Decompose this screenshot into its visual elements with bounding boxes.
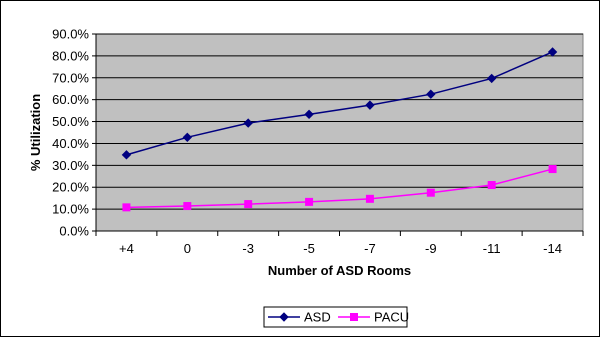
pacu-data-point: [183, 202, 192, 211]
pacu-data-point: [305, 197, 314, 206]
y-tick-label: 0.0%: [59, 224, 89, 239]
x-tick-label: -5: [303, 241, 315, 256]
y-tick-label: 90.0%: [52, 27, 89, 42]
pacu-data-point: [365, 194, 374, 203]
x-tick-label: -7: [364, 241, 376, 256]
legend-label-asd: ASD: [304, 310, 331, 325]
series-line-pacu: [126, 168, 553, 209]
series-pacu: [122, 165, 557, 212]
x-axis-title: Number of ASD Rooms: [268, 263, 411, 278]
asd-data-point: [486, 73, 497, 84]
series-line-asd: [126, 51, 553, 156]
y-tick-label: 30.0%: [52, 158, 89, 173]
y-tick-label: 20.0%: [52, 180, 89, 195]
pacu-data-point: [244, 200, 253, 209]
x-tick-label: -11: [483, 241, 501, 256]
pacu-data-point: [487, 181, 496, 190]
axes: 0.0% 10.0% 20.0% 30.0% 40.0% 50.0% 60.0% 70.0% 8…: [52, 27, 584, 256]
y-tick-label: 50.0%: [52, 114, 89, 129]
legend-marker-asd: [279, 312, 289, 322]
y-tick-label: 70.0%: [52, 70, 89, 85]
pacu-data-point: [548, 165, 557, 174]
asd-data-point: [365, 100, 375, 110]
x-tick-label: 0: [184, 241, 191, 256]
legend: ASD PACU: [263, 306, 409, 328]
x-tick-label: -14: [543, 241, 562, 256]
pacu-data-point: [426, 188, 435, 197]
series-group: [121, 47, 558, 212]
asd-data-point: [121, 150, 132, 160]
x-tick-label: -3: [242, 241, 254, 256]
asd-data-point: [182, 132, 193, 143]
y-tick-label: 40.0%: [52, 136, 89, 151]
legend-marker-pacu: [350, 313, 358, 321]
legend-label-pacu: PACU: [374, 310, 409, 325]
pacu-data-point: [122, 203, 131, 212]
x-tick-label: -9: [425, 241, 437, 256]
series-asd: [121, 47, 558, 160]
asd-data-point: [426, 89, 436, 99]
asd-data-point: [243, 118, 253, 128]
plot-area: [95, 33, 584, 232]
y-tick-label: 80.0%: [52, 48, 89, 63]
y-tick-label: 60.0%: [52, 92, 89, 107]
y-axis-title: % Utilization: [28, 94, 43, 171]
y-tick-label: 10.0%: [52, 202, 89, 217]
asd-data-point: [304, 109, 314, 120]
x-tick-label: +4: [119, 241, 134, 256]
legend-box: [263, 306, 408, 328]
asd-data-point: [547, 47, 558, 57]
